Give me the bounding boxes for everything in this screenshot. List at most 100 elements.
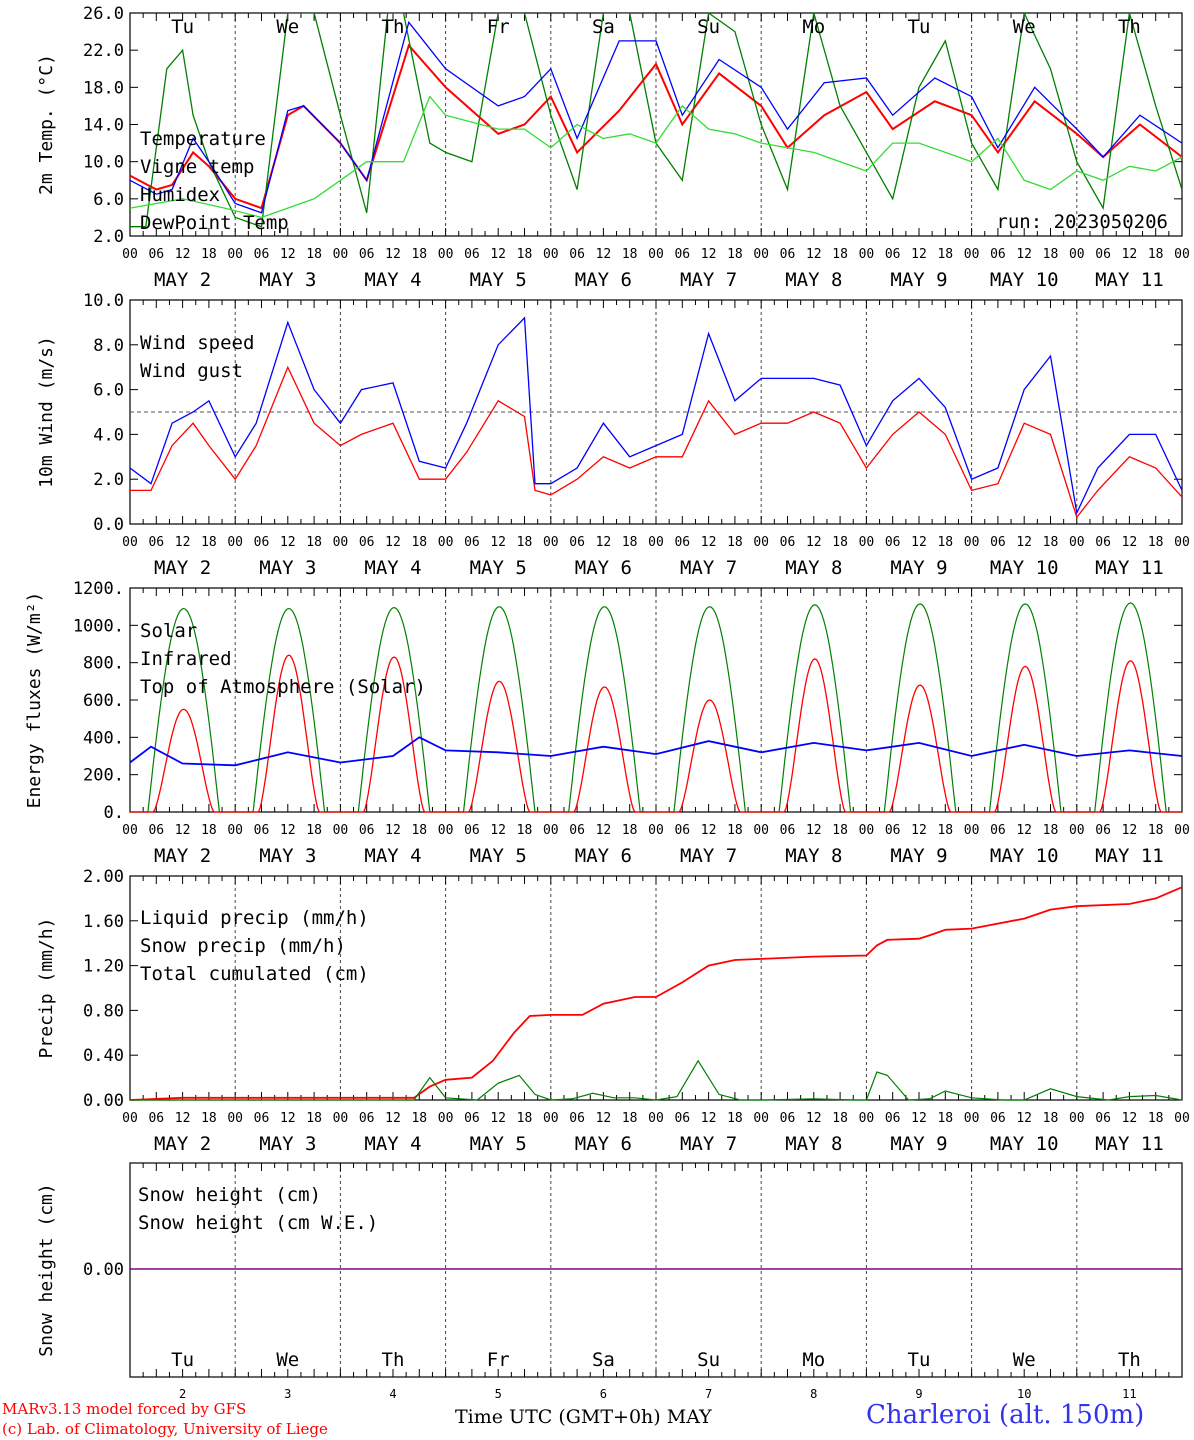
hour-tick-label: 18 xyxy=(517,247,533,262)
hour-tick-label: 18 xyxy=(306,1111,322,1126)
y-tick-label: 10.0 xyxy=(83,153,124,173)
panel-frame-1 xyxy=(129,12,1183,237)
y-axis-label-1: 2m Temp. (°C) xyxy=(36,54,57,195)
hour-tick-label: 00 xyxy=(227,823,243,838)
hour-tick-label: 12 xyxy=(806,535,822,550)
date-label: MAY 5 xyxy=(470,557,527,579)
y-tick-label: 1.20 xyxy=(83,957,124,977)
legend-entry-1: Vigne temp xyxy=(140,156,254,178)
hour-tick-label: 12 xyxy=(911,823,927,838)
hour-tick-label: 18 xyxy=(832,247,848,262)
bottom-day-number: 4 xyxy=(389,1387,396,1401)
y-tick-label: 600. xyxy=(83,691,124,711)
hour-tick-label: 18 xyxy=(411,535,427,550)
hour-tick-label: 18 xyxy=(622,535,638,550)
y-tick-label: 0.00 xyxy=(83,1091,124,1111)
hour-tick-label: 18 xyxy=(832,823,848,838)
hour-tick-label: 18 xyxy=(937,1111,953,1126)
date-label: MAY 11 xyxy=(1095,557,1164,579)
day-name-label: Fr xyxy=(487,16,510,38)
hour-tick-label: 18 xyxy=(1148,823,1164,838)
hour-tick-label: 00 xyxy=(543,1111,559,1126)
legend-entry-2: Wind speed xyxy=(140,332,254,354)
hour-tick-label: 18 xyxy=(517,823,533,838)
legend-entry-1: DewPoint Temp xyxy=(140,212,289,234)
legend-entry-1: Humidex xyxy=(140,184,220,206)
date-label: MAY 8 xyxy=(785,269,842,291)
hour-tick-label: 06 xyxy=(254,1111,270,1126)
bottom-day-number: 7 xyxy=(705,1387,712,1401)
hour-tick-label: 18 xyxy=(622,247,638,262)
date-label: MAY 7 xyxy=(680,1133,737,1155)
series-line-wind-speed xyxy=(130,365,1183,519)
hour-tick-label: 12 xyxy=(490,1111,506,1126)
series-line-total-cumulated-cm xyxy=(129,886,1183,1101)
legend-entry-4: Liquid precip (mm/h) xyxy=(140,907,369,929)
date-label: MAY 10 xyxy=(990,1133,1059,1155)
date-label: MAY 7 xyxy=(680,557,737,579)
hour-tick-label: 00 xyxy=(333,535,349,550)
legend-entry-3: Infrared xyxy=(140,648,232,670)
date-label: MAY 11 xyxy=(1095,269,1164,291)
hour-tick-label: 18 xyxy=(1043,1111,1059,1126)
hour-tick-label: 06 xyxy=(464,247,480,262)
hour-tick-label: 12 xyxy=(1016,823,1032,838)
hour-tick-label: 06 xyxy=(254,247,270,262)
y-axis-label-5: Snow height (cm) xyxy=(36,1183,57,1356)
y-tick-label: 6.0 xyxy=(93,190,124,210)
hour-tick-label: 12 xyxy=(1122,247,1138,262)
bottom-day-number: 9 xyxy=(915,1387,922,1401)
day-name-label: Tu xyxy=(908,16,931,38)
hour-tick-label: 18 xyxy=(727,247,743,262)
date-label: MAY 10 xyxy=(990,557,1059,579)
hour-tick-label: 06 xyxy=(359,535,375,550)
hour-tick-label: 12 xyxy=(701,535,717,550)
hour-tick-label: 18 xyxy=(201,823,217,838)
hour-tick-label: 06 xyxy=(148,535,164,550)
date-label: MAY 11 xyxy=(1095,1133,1164,1155)
hour-tick-label: 00 xyxy=(1069,1111,1085,1126)
hour-tick-label: 18 xyxy=(727,823,743,838)
day-name-label: Sa xyxy=(592,16,615,38)
hour-tick-label: 00 xyxy=(859,823,875,838)
day-name-label: Th xyxy=(1118,1349,1141,1371)
legend-entry-3: Top of Atmosphere (Solar) xyxy=(140,676,426,698)
y-tick-label: 0. xyxy=(104,803,124,823)
hour-tick-label: 12 xyxy=(806,823,822,838)
day-name-label: Fr xyxy=(487,1349,510,1371)
hour-tick-label: 00 xyxy=(648,1111,664,1126)
legend-entry-5: Snow height (cm W.E.) xyxy=(138,1212,378,1234)
hour-tick-label: 00 xyxy=(543,247,559,262)
hour-tick-label: 00 xyxy=(1069,823,1085,838)
hour-tick-label: 06 xyxy=(464,535,480,550)
date-label: MAY 2 xyxy=(154,845,211,867)
day-name-label: We xyxy=(1013,1349,1036,1371)
hour-tick-label: 00 xyxy=(438,247,454,262)
date-label: MAY 3 xyxy=(259,269,316,291)
hour-tick-label: 00 xyxy=(1174,535,1190,550)
y-tick-label: 6.0 xyxy=(93,381,124,401)
x-axis-label: Time UTC (GMT+0h) xyxy=(455,1406,661,1428)
date-label: MAY 7 xyxy=(680,269,737,291)
day-name-label: Mo xyxy=(802,16,825,38)
hour-tick-label: 00 xyxy=(1174,247,1190,262)
day-name-label: Su xyxy=(697,16,720,38)
hour-tick-label: 00 xyxy=(648,823,664,838)
hour-tick-label: 18 xyxy=(411,247,427,262)
hour-tick-label: 06 xyxy=(885,535,901,550)
hour-tick-label: 12 xyxy=(911,247,927,262)
hour-tick-label: 18 xyxy=(1148,535,1164,550)
hour-tick-label: 00 xyxy=(964,247,980,262)
hour-tick-label: 00 xyxy=(438,535,454,550)
date-label: MAY 5 xyxy=(470,845,527,867)
hour-tick-label: 06 xyxy=(148,1111,164,1126)
hour-tick-label: 12 xyxy=(1016,247,1032,262)
hour-tick-label: 06 xyxy=(674,1111,690,1126)
hour-tick-label: 00 xyxy=(122,535,138,550)
y-axis-label-3: Energy fluxes (W/m²) xyxy=(24,592,45,809)
day-name-label: Tu xyxy=(171,1349,194,1371)
hour-tick-label: 12 xyxy=(596,1111,612,1126)
hour-tick-label: 12 xyxy=(1016,535,1032,550)
date-label: MAY 4 xyxy=(364,1133,421,1155)
